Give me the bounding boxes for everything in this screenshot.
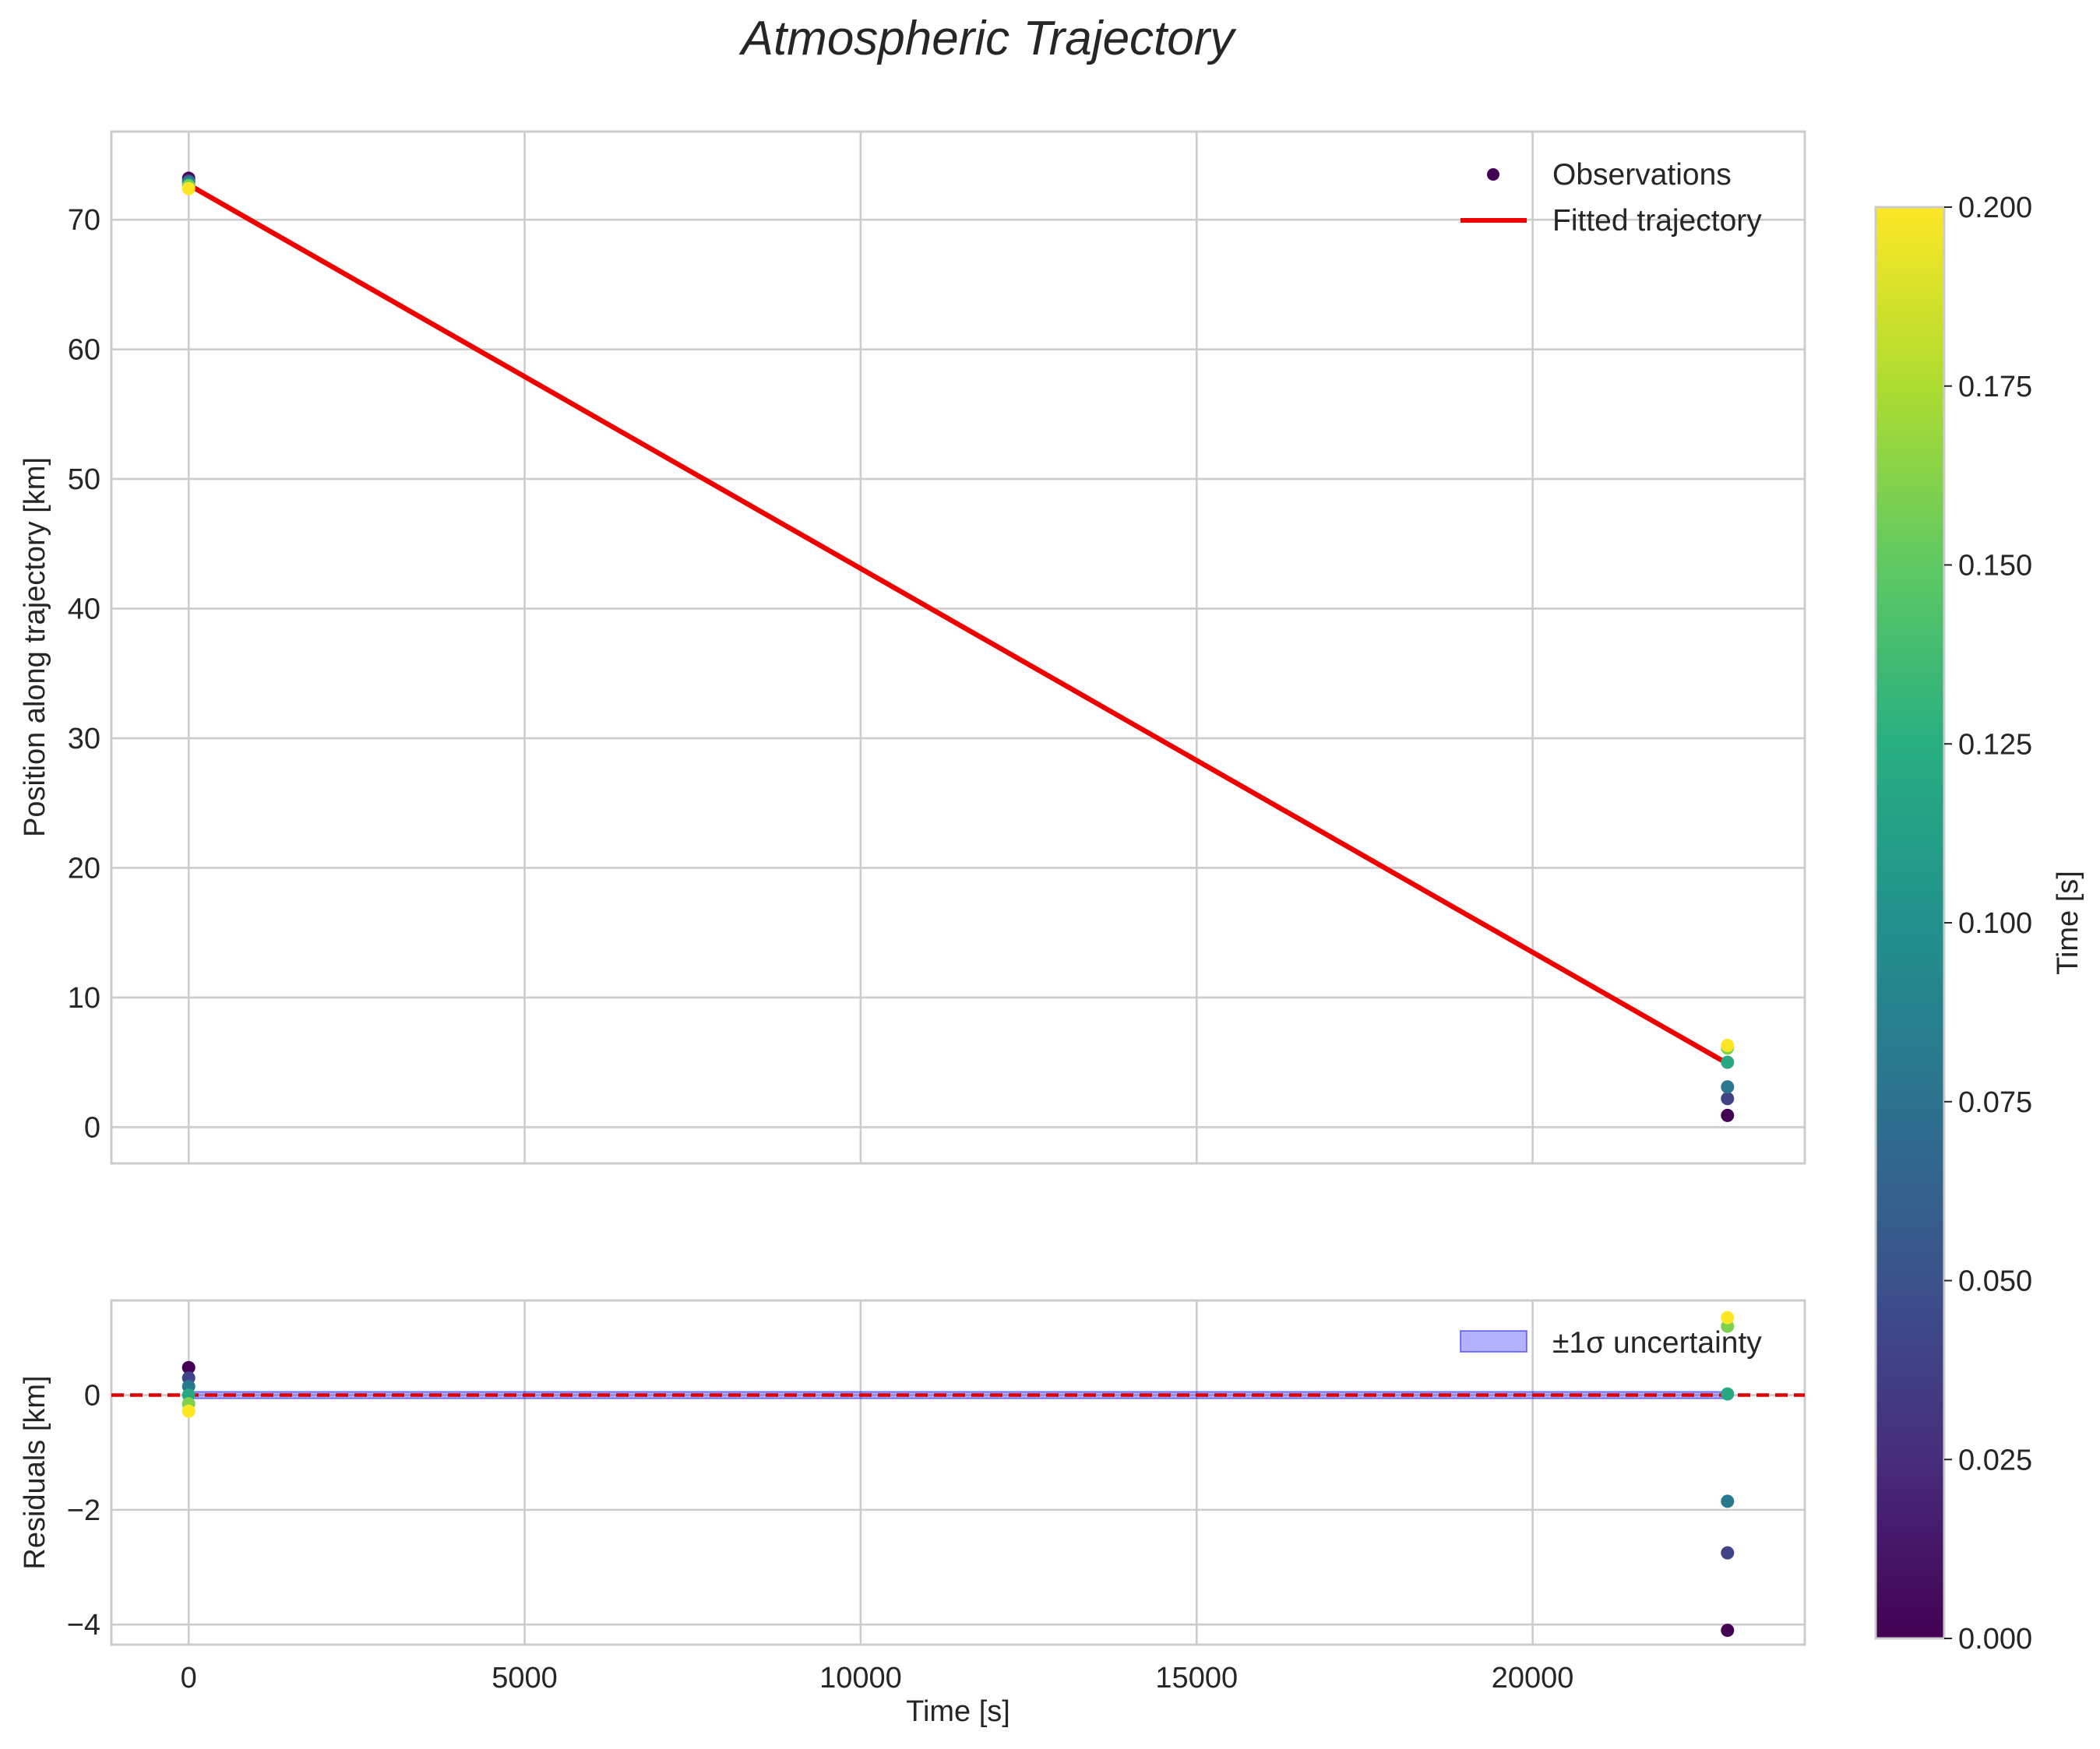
position-panel-frame <box>110 130 1806 1165</box>
observation-point <box>1721 1108 1735 1122</box>
fitted-trajectory-line <box>185 181 1731 1067</box>
observation-point <box>1721 1039 1735 1053</box>
position-y-axis-label: Position along trajectory [km] <box>19 457 51 837</box>
residuals-panel: 0 5000 10000 15000 20000 −4 −2 0 Residuals [km]… <box>19 1299 1806 1728</box>
position-y-tick-label: 30 <box>68 723 100 755</box>
position-y-tick-label: 20 <box>68 852 100 885</box>
residual-point <box>1721 1311 1735 1325</box>
position-y-tick-label: 40 <box>68 593 100 626</box>
residuals-y-tick-label: −4 <box>67 1609 100 1642</box>
colorbar-tick-label: 0.100 <box>1958 907 2032 940</box>
position-legend: Observations Fitted trajectory <box>1460 158 1762 238</box>
colorbar-tick-label: 0.150 <box>1958 550 2032 582</box>
colorbar-tick-label: 0.075 <box>1958 1086 2032 1119</box>
x-tick-label: 5000 <box>492 1662 558 1694</box>
legend-fit-line-label: Fitted trajectory <box>1552 204 1762 238</box>
x-tick-label: 10000 <box>819 1662 902 1694</box>
legend-observations-label: Observations <box>1552 158 1732 192</box>
observation-point <box>181 181 196 195</box>
residual-point <box>1721 1494 1735 1508</box>
x-axis-label: Time [s] <box>906 1695 1010 1728</box>
colorbar-tick-label: 0.200 <box>1958 192 2032 224</box>
residual-point <box>1721 1624 1735 1638</box>
residuals-legend: ±1σ uncertainty <box>1460 1326 1762 1360</box>
residuals-y-tick-label: 0 <box>84 1380 100 1413</box>
position-y-tick-label: 10 <box>68 982 100 1015</box>
residual-point <box>181 1404 196 1418</box>
position-y-tick-label: 60 <box>68 334 100 367</box>
observation-point <box>1721 1080 1735 1094</box>
residuals-y-axis-label: Residuals [km] <box>19 1375 51 1569</box>
observation-point <box>1721 1055 1735 1069</box>
colorbar-tick-label: 0.050 <box>1958 1265 2032 1298</box>
position-y-tick-label: 50 <box>68 463 100 496</box>
residual-point <box>181 1360 196 1374</box>
residuals-y-tick-label: −2 <box>67 1494 100 1527</box>
position-panel: 0 10 20 30 40 50 60 70 Position along trajector… <box>19 130 1806 1165</box>
residuals-panel-frame <box>110 1299 1806 1646</box>
colorbar-tick-label: 0.125 <box>1958 728 2032 761</box>
legend-uncertainty-label: ±1σ uncertainty <box>1552 1326 1762 1360</box>
observation-point <box>1721 1092 1735 1106</box>
colorbar-gradient <box>1874 206 1946 1640</box>
position-y-tick-label: 70 <box>68 204 100 237</box>
colorbar-tick-label: 0.000 <box>1958 1623 2032 1656</box>
legend-uncertainty-swatch <box>1460 1330 1527 1353</box>
chart-title: Atmospheric Trajectory <box>738 12 1238 65</box>
residual-point <box>1721 1387 1735 1401</box>
x-tick-label: 20000 <box>1492 1662 1574 1694</box>
legend-observations-marker <box>1487 168 1499 181</box>
colorbar-tick-label: 0.175 <box>1958 371 2032 403</box>
position-y-tick-label: 0 <box>84 1111 100 1144</box>
colorbar-label: Time [s] <box>2052 871 2084 975</box>
x-tick-label: 0 <box>181 1662 197 1694</box>
x-tick-label: 15000 <box>1155 1662 1238 1694</box>
colorbar: 0.000 0.025 0.050 0.075 0.100 0.125 0.150 0.175… <box>1874 192 2084 1656</box>
colorbar-tick-label: 0.025 <box>1958 1444 2032 1476</box>
residual-point <box>1721 1546 1735 1560</box>
